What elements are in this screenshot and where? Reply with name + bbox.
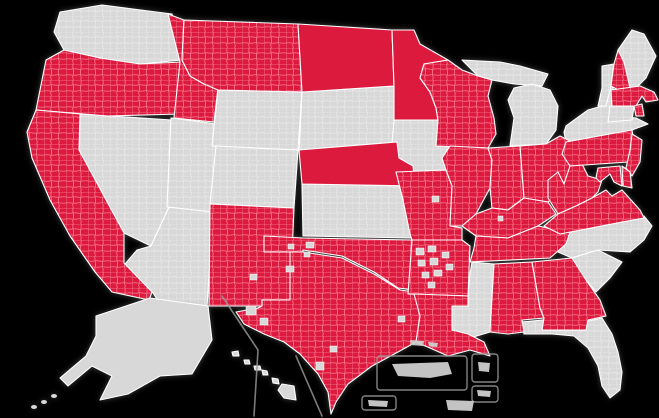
territory-inset-box: [471, 385, 499, 403]
territory-inset-box: [376, 355, 468, 391]
state-hawaii: [231, 350, 240, 357]
state-wyoming: [211, 89, 303, 151]
gray-county-mo: [431, 195, 440, 203]
gray-county-tx: [315, 361, 325, 371]
gray-county-ok: [287, 243, 295, 250]
state-massachusetts: [610, 85, 659, 107]
gray-county-ar: [427, 245, 437, 253]
state-colorado: [209, 145, 299, 209]
gray-county-ar: [441, 251, 450, 259]
state-michigan: [507, 83, 559, 147]
state-california: [26, 109, 153, 301]
aleutian-island: [31, 405, 37, 409]
gray-county-tx: [329, 345, 338, 353]
territory-inset-box: [361, 395, 397, 411]
alaska-inset: [31, 297, 213, 409]
state-south-dakota: [298, 85, 398, 151]
state-montana: [181, 19, 303, 93]
gray-exception-counties-group: [245, 195, 504, 371]
state-hawaii: [243, 359, 251, 365]
gray-county-tx: [303, 251, 311, 258]
state-delaware: [621, 165, 633, 189]
state-indiana: [487, 145, 525, 211]
gray-county-ar: [433, 269, 443, 277]
hawaii-inset: [231, 350, 297, 401]
gray-county-tx: [245, 305, 257, 316]
state-hawaii: [271, 377, 280, 385]
territory-inset-box: [471, 353, 499, 383]
state-hawaii: [277, 383, 297, 401]
territory-island: [478, 362, 490, 372]
aleutian-island: [51, 394, 57, 398]
aleutian-island: [41, 400, 47, 404]
gray-county-ar: [421, 271, 430, 279]
gray-county-ky: [497, 215, 504, 222]
territories-inset: [361, 340, 499, 411]
state-rhode-island: [633, 103, 645, 117]
state-oklahoma: [263, 235, 415, 291]
state-nebraska: [298, 141, 416, 187]
gray-county-ar: [445, 263, 454, 271]
state-hawaii: [261, 369, 269, 376]
gray-county-ar: [415, 247, 425, 256]
gray-county-tx: [285, 265, 295, 273]
state-florida: [521, 317, 623, 399]
inset-divider-line: [295, 355, 323, 417]
territory-island: [368, 400, 388, 407]
state-wisconsin: [419, 59, 497, 149]
state-virginia: [543, 189, 645, 235]
state-north-dakota: [297, 23, 395, 93]
gray-county-tx: [259, 317, 269, 326]
inset-divider-line: [221, 295, 259, 417]
state-georgia: [531, 257, 607, 331]
state-kansas: [301, 183, 416, 239]
state-connecticut: [607, 105, 635, 123]
gray-county-tx: [249, 273, 258, 281]
territory-island: [428, 342, 438, 347]
gray-county-ar: [427, 281, 436, 289]
state-new-mexico: [208, 203, 295, 307]
state-tennessee: [469, 225, 571, 263]
gray-county-ar: [429, 257, 439, 266]
territory-island: [446, 400, 474, 411]
gray-county-ok: [305, 241, 315, 249]
state-new-jersey: [625, 133, 643, 177]
state-texas: [235, 251, 421, 415]
gray-county-tx: [397, 315, 406, 323]
territory-island: [477, 390, 491, 397]
state-maryland: [595, 165, 623, 187]
inset-divider-lines: [221, 295, 323, 417]
state-alaska: [59, 297, 213, 401]
territory-island: [392, 362, 452, 378]
territory-island: [410, 340, 424, 346]
gray-county-ar: [417, 259, 426, 267]
